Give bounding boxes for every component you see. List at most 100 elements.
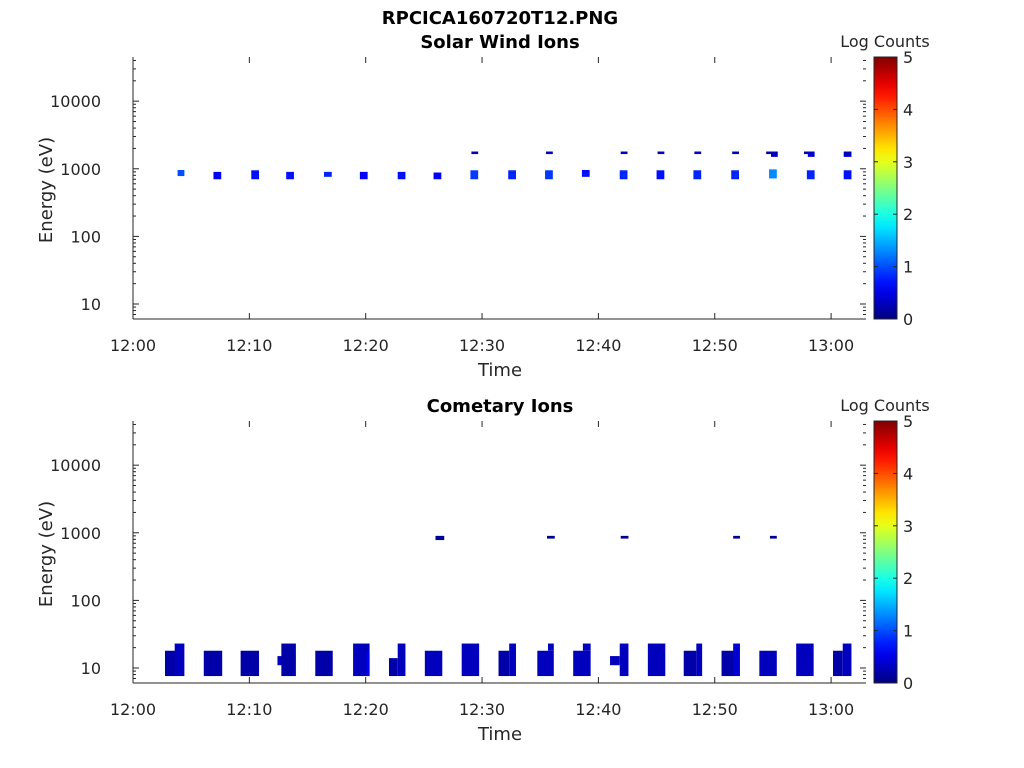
spectrogram-cell [251,170,260,180]
x-tick-label: 12:50 [692,336,738,355]
y-tick-label: 1000 [60,524,101,543]
spectrogram-cell [694,151,702,155]
spectrogram-cell [388,658,398,677]
spectrogram-cell [397,171,406,180]
spectrogram-cell [731,170,739,180]
solar-wind-panel: Solar Wind Ions Log Counts Time Energy (… [36,32,930,381]
colorbar-tick-label: 2 [903,569,913,588]
x-tick-label: 12:40 [575,700,621,719]
spectrogram-cell [732,151,739,155]
spectrogram-cell [424,650,443,677]
y-tick-label: 100 [70,591,101,610]
spectrogram-cell [240,650,260,677]
spectrogram-cell [733,535,740,539]
colorbar-tick-label: 1 [903,258,913,277]
spectrogram-cell [545,170,553,180]
spectrogram-cell [164,650,176,677]
spectrogram-cell [461,643,480,677]
spectrogram-cell [537,650,554,677]
spectrogram-cell [796,643,814,677]
spectrogram-cell [721,650,735,677]
spectrogram-cell [581,169,590,177]
spectrogram-cell [547,535,555,539]
spectrogram-cell [843,151,852,157]
cometary-panel: Cometary Ions Log Counts Time Energy (eV… [36,396,930,745]
y-tick-label: 10 [81,659,101,678]
spectrogram-cell [766,151,772,155]
x-tick-label: 12:20 [343,700,389,719]
spectrogram-cell [619,170,628,180]
colorbar-tick-label: 3 [903,517,913,536]
figure-title: RPCICA160720T12.PNG [382,8,618,29]
spectrogram-cell [315,650,333,677]
y-tick-label: 1000 [60,160,101,179]
y-tick-label: 100 [70,227,101,246]
spectrogram-cell [806,170,815,180]
spectrogram-cell [759,650,777,677]
spectrogram-cell [582,643,591,651]
y-axis-label: Energy (eV) [36,501,57,607]
colorbar-tick-label: 1 [903,622,913,641]
spectrogram-cell [174,643,185,677]
colorbar-tick-label: 4 [903,464,913,483]
spectrogram-cell [366,650,370,677]
spectrogram-cell [619,643,629,677]
spectrogram-cell [546,151,553,155]
y-tick-label: 10 [81,295,101,314]
spectrogram-cell [324,171,332,177]
spectrogram-cell [353,643,370,677]
spectrogram-cell [177,169,185,177]
x-tick-label: 12:30 [459,336,505,355]
spectrogram-cell [620,535,629,539]
spectrogram-cell [843,170,852,180]
x-tick-label: 12:40 [575,336,621,355]
spectrogram-cell [435,535,445,541]
spectrogram-cell [573,650,591,677]
spectrogram-cell [833,650,843,677]
spectrogram-cell [769,169,777,179]
colorbar-tick-label: 0 [903,310,913,329]
spectrogram-cell [620,151,628,155]
colorbar [873,56,898,320]
spectrogram-cell [433,172,442,180]
spectrogram-cell [277,656,283,666]
x-tick-label: 12:00 [110,336,156,355]
spectrogram-cell [509,643,516,677]
colorbar-tick-label: 4 [903,100,913,119]
spectrogram-cell [693,170,702,180]
colorbar-label: Log Counts [840,396,930,415]
spectrogram-cell [471,151,479,155]
y-axis-label: Energy (eV) [36,137,57,243]
spectrogram-cell [508,170,516,180]
spectrogram-cell [547,643,554,651]
spectrogram-cell [770,535,777,539]
spectrogram-cell [656,170,665,180]
spectrogram-cell [213,171,222,180]
spectrogram-cell [498,650,510,677]
x-tick-label: 12:20 [343,336,389,355]
colorbar-tick-label: 5 [903,412,913,431]
x-axis-label: Time [477,360,522,381]
panel-title: Cometary Ions [427,396,574,417]
y-tick-label: 10000 [50,456,101,475]
spectrogram-cell [286,171,294,180]
spectrogram-cell [842,643,852,677]
spectrogram-cell [733,643,740,677]
spectrogram-cell [281,643,296,677]
spectrogram-cell [203,650,223,677]
spectrogram-cell [397,643,406,677]
x-tick-label: 12:50 [692,700,738,719]
panel-title: Solar Wind Ions [420,32,579,53]
colorbar-tick-label: 2 [903,205,913,224]
colorbar-tick-label: 5 [903,48,913,67]
spectrogram-cell [610,656,620,666]
colorbar-tick-label: 3 [903,153,913,172]
spectrogram-cell [696,643,703,677]
x-tick-label: 12:30 [459,700,505,719]
spectrogram-cell [657,151,665,155]
x-tick-label: 12:10 [226,700,272,719]
x-tick-label: 13:00 [808,336,854,355]
spectrogram-cell [647,643,666,677]
spectrogram-cell [770,151,778,157]
